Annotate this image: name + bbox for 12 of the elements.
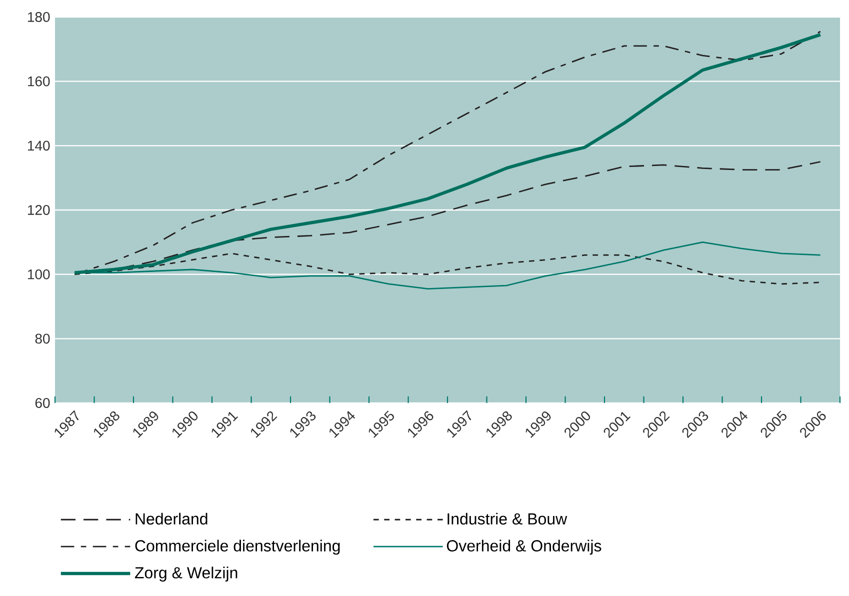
legend-label: Nederland — [136, 512, 208, 525]
legend-label: Overheid & Onderwijs — [446, 540, 602, 555]
y-tick-label: 140 — [28, 140, 50, 151]
legend-label: Industrie & Bouw — [448, 512, 568, 525]
y-tick-label: 60 — [35, 398, 50, 408]
legend-label: Commerciele dienstverlening — [135, 540, 340, 555]
y-tick-label: 120 — [28, 205, 50, 215]
y-tick-label: 160 — [28, 76, 50, 86]
y-tick-label: 80 — [35, 334, 50, 344]
y-tick-label: 180 — [28, 12, 50, 22]
y-tick-label: 100 — [28, 269, 50, 280]
legend-label: Zorg & Welzijn — [134, 566, 238, 582]
